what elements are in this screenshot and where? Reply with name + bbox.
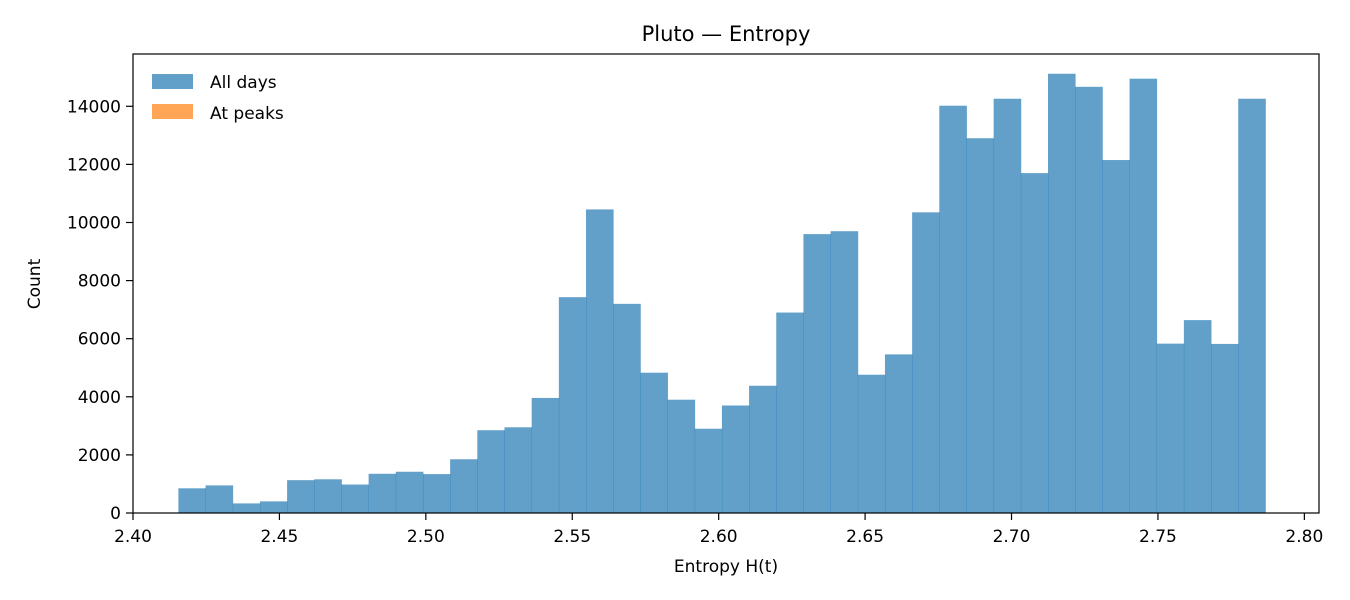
- histogram-bar: [640, 372, 668, 513]
- histogram-bar: [232, 503, 261, 513]
- y-tick-label: 12000: [67, 155, 121, 175]
- histogram-bar: [450, 459, 478, 513]
- histogram-bar: [857, 374, 886, 513]
- y-axis-ticks: 0 2000 4000 6000 8000 10000 12000 14000: [67, 97, 133, 524]
- histogram-bar: [830, 231, 859, 513]
- x-tick-label: 2.80: [1285, 527, 1323, 547]
- histogram-bar: [803, 234, 832, 513]
- histogram-bar: [178, 488, 206, 513]
- legend-label-at-peaks: At peaks: [210, 104, 284, 124]
- histogram-bar: [1020, 173, 1049, 513]
- histogram-bar: [422, 474, 451, 513]
- x-tick-label: 2.55: [553, 527, 591, 547]
- histogram-bar: [259, 501, 288, 513]
- histogram-bar: [1129, 78, 1158, 513]
- x-tick-label: 2.60: [700, 527, 738, 547]
- histogram-bar: [205, 485, 234, 513]
- histogram-bar: [395, 471, 424, 513]
- y-tick-label: 14000: [67, 97, 121, 117]
- histogram-bar: [1183, 320, 1212, 513]
- histogram-bar: [694, 428, 723, 513]
- histogram-bar: [1102, 160, 1130, 514]
- x-tick-label: 2.45: [260, 527, 298, 547]
- histogram-bar: [531, 397, 560, 513]
- histogram-bar: [341, 484, 370, 513]
- histogram-bar: [776, 312, 804, 513]
- y-tick-label: 0: [110, 504, 121, 524]
- y-tick-label: 6000: [78, 330, 121, 350]
- y-tick-label: 10000: [67, 213, 121, 233]
- histogram-bar: [912, 212, 940, 514]
- x-tick-label: 2.75: [1139, 527, 1177, 547]
- x-tick-label: 2.40: [114, 527, 152, 547]
- histogram-bar: [1156, 343, 1185, 513]
- bars-group: [178, 73, 1266, 514]
- histogram-bar: [1238, 98, 1266, 513]
- legend-swatch-all-days: [152, 74, 193, 89]
- histogram-bar: [966, 138, 995, 514]
- histogram-bar: [884, 354, 913, 513]
- legend-label-all-days: All days: [210, 73, 277, 93]
- histogram-bar: [586, 209, 614, 513]
- x-axis-ticks: 2.40 2.45 2.50 2.55 2.60 2.65 2.70 2.75 2.80: [114, 513, 1323, 547]
- plot-frame: [132, 53, 1320, 514]
- histogram-bar: [477, 430, 505, 513]
- x-tick-label: 2.50: [407, 527, 445, 547]
- y-tick-label: 4000: [78, 388, 121, 408]
- histogram-bar: [504, 427, 533, 513]
- y-tick-label: 2000: [78, 446, 121, 466]
- histogram-bar: [1211, 343, 1239, 513]
- histogram-bar: [667, 399, 696, 513]
- x-axis-label: Entropy H(t): [674, 557, 778, 577]
- histogram-bar: [721, 405, 750, 513]
- histogram-bar: [993, 98, 1022, 513]
- histogram-bar: [558, 297, 587, 513]
- chart-title: Pluto — Entropy: [642, 22, 811, 46]
- histogram-bar: [1048, 73, 1076, 514]
- y-axis-label: Count: [25, 258, 45, 309]
- histogram-bar: [314, 479, 342, 513]
- legend-swatch-at-peaks: [152, 104, 193, 119]
- x-tick-label: 2.65: [846, 527, 884, 547]
- histogram-bar: [939, 105, 967, 513]
- y-tick-label: 8000: [78, 272, 121, 292]
- x-tick-label: 2.70: [993, 527, 1031, 547]
- histogram-bar: [613, 303, 641, 513]
- histogram-bar: [749, 385, 777, 513]
- legend: All days At peaks: [152, 73, 284, 124]
- histogram-bar: [287, 480, 315, 513]
- histogram-bar: [1075, 86, 1103, 514]
- histogram-bar: [368, 473, 397, 513]
